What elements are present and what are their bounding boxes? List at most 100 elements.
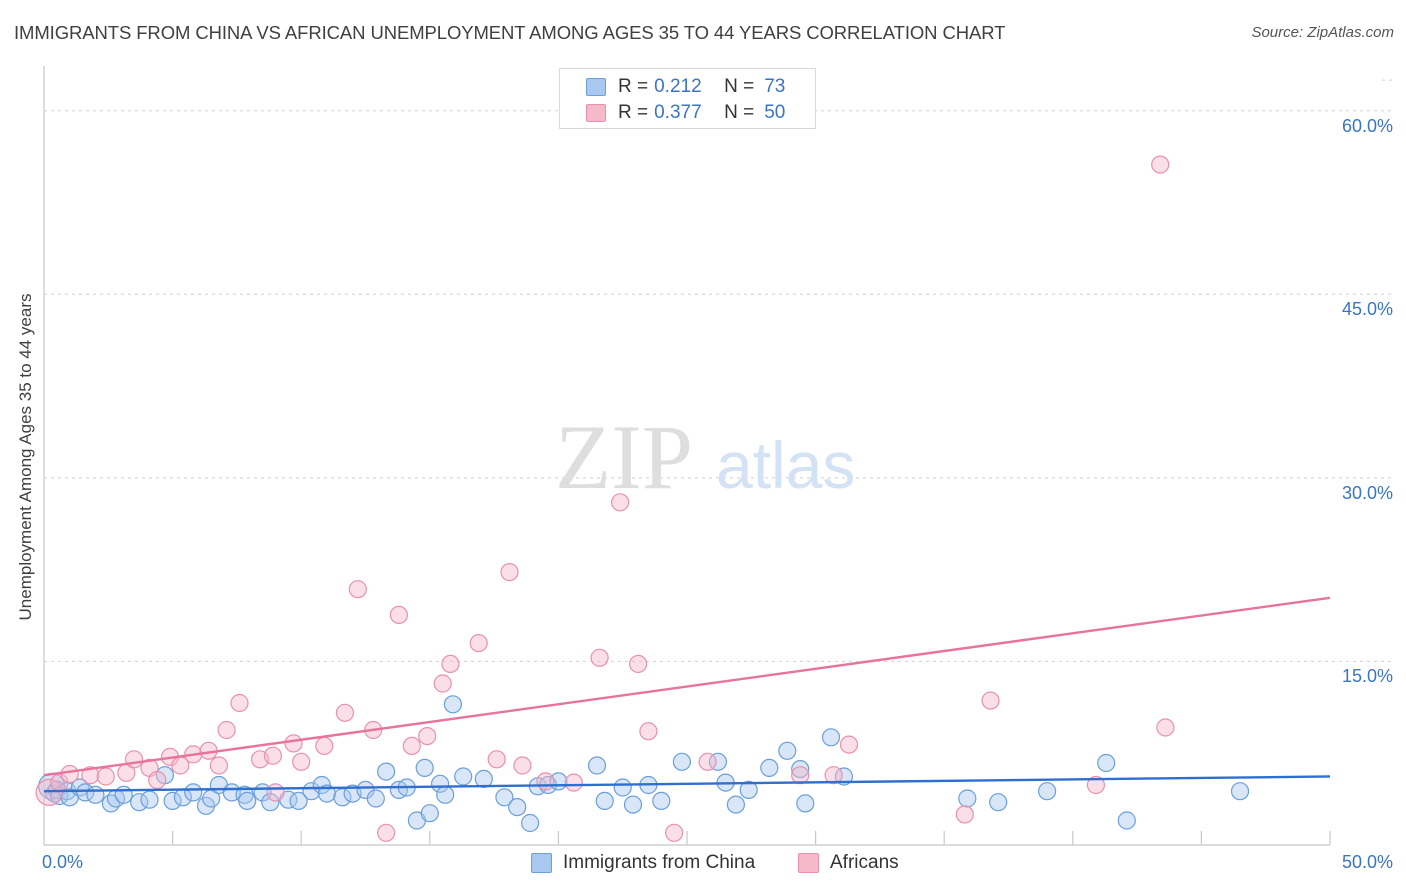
- data-point: [760, 758, 779, 778]
- data-point: [377, 823, 396, 842]
- data-point: [436, 785, 455, 804]
- source-label: Source: ZipAtlas.com: [1251, 24, 1394, 41]
- data-point: [487, 750, 506, 769]
- legend-r-label: R =: [618, 102, 649, 123]
- data-point: [590, 648, 609, 667]
- data-point: [739, 780, 758, 800]
- data-point: [1156, 718, 1175, 737]
- data-point: [454, 767, 473, 786]
- y-tick-label: 15.0%: [1341, 666, 1393, 687]
- data-point: [284, 734, 303, 753]
- y-tick-label: 30.0%: [1341, 482, 1393, 503]
- data-point: [628, 654, 648, 674]
- data-point: [672, 752, 692, 771]
- data-point: [124, 750, 144, 769]
- data-point: [824, 766, 843, 785]
- data-point: [791, 759, 810, 779]
- legend-swatch-blue: [531, 853, 552, 873]
- trend-line-china: [43, 775, 1331, 793]
- data-point: [821, 728, 841, 747]
- series-africans: [35, 155, 1175, 842]
- data-point: [289, 791, 308, 811]
- legend-label: Immigrants from China: [563, 852, 756, 873]
- legend-n-label: N =: [724, 102, 755, 123]
- data-point: [1117, 811, 1136, 830]
- data-point: [86, 785, 105, 804]
- data-point: [587, 756, 607, 775]
- grid-lines: [44, 79, 1392, 662]
- legend-row-africans: R = 0.377 N = 50: [586, 101, 785, 125]
- data-point: [508, 797, 527, 817]
- data-point: [96, 767, 115, 786]
- data-point: [415, 758, 434, 778]
- data-point: [217, 720, 236, 740]
- data-point: [513, 756, 532, 775]
- data-point: [335, 703, 354, 722]
- data-point: [443, 695, 462, 714]
- data-point: [402, 736, 421, 756]
- data-point: [652, 791, 671, 811]
- data-point: [664, 823, 684, 842]
- data-point: [791, 766, 810, 785]
- data-point: [266, 783, 285, 802]
- legend-swatch-pink: [798, 853, 819, 873]
- data-point: [623, 795, 643, 814]
- data-point: [474, 769, 493, 789]
- legend-item-china[interactable]: Immigrants from China: [531, 852, 755, 874]
- data-point: [230, 693, 249, 713]
- data-point: [1086, 775, 1106, 795]
- data-point: [114, 785, 133, 804]
- legend-r-value: 0.212: [654, 76, 702, 97]
- data-point: [1037, 782, 1057, 801]
- data-point: [60, 764, 79, 784]
- x-tick-label-min: 0.0%: [42, 852, 84, 872]
- data-point: [981, 691, 1000, 710]
- axes: [43, 66, 1331, 846]
- watermark-atlas: atlas: [716, 428, 855, 502]
- data-point: [1097, 753, 1116, 773]
- y-tick-label: 45.0%: [1341, 299, 1393, 320]
- data-point: [418, 726, 437, 746]
- data-point: [148, 770, 167, 790]
- correlation-legend: R = 0.212 N = 73 R = 0.377 N = 50: [559, 68, 816, 129]
- data-point: [263, 746, 282, 765]
- data-point: [292, 752, 311, 771]
- watermark-zip: ZIP: [555, 406, 693, 508]
- data-point: [441, 654, 460, 674]
- data-point: [564, 773, 583, 792]
- data-point: [315, 736, 334, 756]
- legend-swatch-pink: [586, 104, 606, 122]
- series-legend: Immigrants from China Africans: [0, 852, 1406, 878]
- data-point: [431, 774, 450, 793]
- legend-r-value: 0.377: [654, 102, 702, 123]
- data-point: [500, 562, 519, 582]
- legend-label: Africans: [830, 852, 899, 873]
- data-point: [348, 580, 367, 599]
- data-point: [35, 778, 63, 807]
- data-point: [708, 752, 728, 771]
- data-point: [469, 633, 488, 653]
- data-point: [958, 789, 977, 808]
- data-point: [639, 722, 658, 741]
- trend-lines: [43, 596, 1331, 793]
- data-point: [81, 766, 100, 785]
- data-point: [377, 762, 396, 781]
- data-point: [610, 493, 630, 512]
- data-point: [989, 793, 1008, 812]
- legend-r-label: R =: [618, 76, 649, 97]
- data-point: [520, 813, 540, 833]
- x-tick-label-max: 50.0%: [1341, 852, 1393, 872]
- data-point: [595, 791, 614, 811]
- data-point: [726, 795, 746, 814]
- legend-item-africans[interactable]: Africans: [798, 852, 899, 874]
- data-point: [101, 794, 121, 813]
- y-tick-label: 60.0%: [1341, 115, 1393, 136]
- data-point: [209, 756, 228, 775]
- data-point: [140, 790, 159, 809]
- data-point: [839, 735, 859, 754]
- data-point: [698, 752, 717, 771]
- legend-n-value: 73: [764, 76, 786, 97]
- data-point: [163, 791, 182, 811]
- data-point: [261, 793, 280, 812]
